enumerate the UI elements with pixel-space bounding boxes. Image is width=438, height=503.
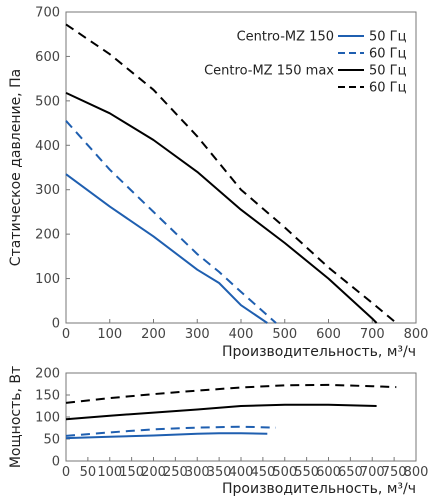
chart-1: 0 100 200 300 400 500 600 700 800 0 100 200 300 400 50… (8, 6, 428, 361)
series-line-3 (65, 403, 377, 421)
y-tick-label: 300 (35, 183, 60, 198)
y-tick-label: 100 (35, 411, 60, 426)
legend-group-label: Centro-MZ 150 max (204, 64, 334, 79)
legend: Centro-MZ 150 50 Гц 60 Гц Centro-MZ 150 max… (204, 30, 406, 96)
x-tick-label: 800 (404, 465, 429, 480)
y-tick-label: 150 (35, 389, 60, 404)
y-tick-label: 0 (52, 455, 60, 470)
x-tick-label: 400 (229, 327, 254, 342)
y-tick-label: 500 (35, 94, 60, 109)
x-tick-label: 500 (272, 465, 297, 480)
x-tick-label: 150 (119, 465, 144, 480)
x-tick-label: 600 (316, 327, 341, 342)
x-tick-label: 400 (229, 465, 254, 480)
y-tick-label: 200 (35, 228, 60, 243)
x-tick-label: 350 (207, 465, 232, 480)
y-tick-label: 0 (52, 317, 60, 332)
y-tick-label: 100 (35, 272, 60, 287)
legend-series-label: 60 Гц (369, 47, 407, 62)
plot-frame (65, 11, 417, 324)
series-line-2 (65, 120, 277, 324)
x-tick-label: 800 (404, 327, 429, 342)
series-line-1 (65, 432, 268, 440)
x-tick-label: 700 (360, 465, 385, 480)
series-line-1 (65, 173, 268, 324)
x-tick-label: 0 (62, 465, 70, 480)
x-axis-label: Производительность, м³/ч (222, 481, 416, 497)
x-tick-label: 200 (141, 465, 166, 480)
x-tick-label: 300 (185, 465, 210, 480)
series-line-3 (65, 91, 378, 324)
y-tick-label: 400 (35, 139, 60, 154)
legend-series-label: 60 Гц (369, 81, 407, 96)
legend-series-label: 50 Гц (369, 64, 407, 79)
series-line-4 (65, 23, 397, 324)
x-tick-label: 550 (294, 465, 319, 480)
y-tick-label: 200 (35, 367, 60, 382)
y-tick-label: 700 (35, 6, 60, 21)
series-line-2 (65, 425, 277, 437)
x-tick-label: 600 (316, 465, 341, 480)
legend-series-label: 50 Гц (369, 30, 407, 45)
x-tick-label: 0 (62, 327, 70, 342)
y-axis-label: Мощность, Вт (8, 366, 24, 468)
chart-2: 0 50 1001502002503003504004505005506006507… (8, 366, 428, 497)
series-line-4 (65, 383, 397, 404)
y-axis-label: Статическое давление, Па (8, 69, 24, 266)
x-tick-label: 50 (80, 465, 97, 480)
x-tick-label: 750 (382, 465, 407, 480)
x-tick-label: 200 (141, 327, 166, 342)
y-tick-label: 50 (43, 433, 60, 448)
x-tick-label: 450 (250, 465, 275, 480)
plot-frame (65, 372, 417, 462)
x-tick-label: 650 (338, 465, 363, 480)
x-tick-label: 300 (185, 327, 210, 342)
y-tick-label: 600 (35, 50, 60, 65)
x-tick-label: 100 (97, 327, 122, 342)
x-tick-label: 700 (360, 327, 385, 342)
legend-group-label: Centro-MZ 150 (237, 30, 334, 45)
x-axis-label: Производительность, м³/ч (222, 344, 416, 360)
x-tick-label: 500 (272, 327, 297, 342)
x-tick-label: 250 (163, 465, 188, 480)
x-tick-label: 100 (97, 465, 122, 480)
